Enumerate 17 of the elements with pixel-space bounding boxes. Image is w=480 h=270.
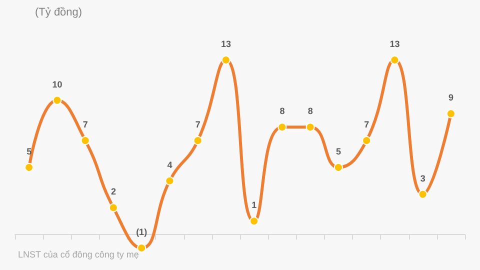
data-label: 3 [420,173,426,184]
text: LNST của cổ đông công ty mẹ [18,250,139,260]
data-label: 13 [220,39,231,49]
data-label: (1) [136,227,148,237]
data-label: 8 [308,106,313,116]
data-label: 9 [448,92,454,103]
data-label: 2 [110,186,116,197]
chart-subtitle: (Tỷ đồng) [35,6,82,18]
data-label: 13 [390,39,400,49]
data-label: 1 [252,200,257,210]
data-label: 7 [82,120,88,130]
data-label: 10 [52,79,62,90]
data-label: 4 [167,160,172,170]
data-label: 7 [195,120,200,130]
data-label: 8 [280,106,285,116]
data-label: 7 [364,120,370,130]
data-label: 5 [336,146,341,156]
